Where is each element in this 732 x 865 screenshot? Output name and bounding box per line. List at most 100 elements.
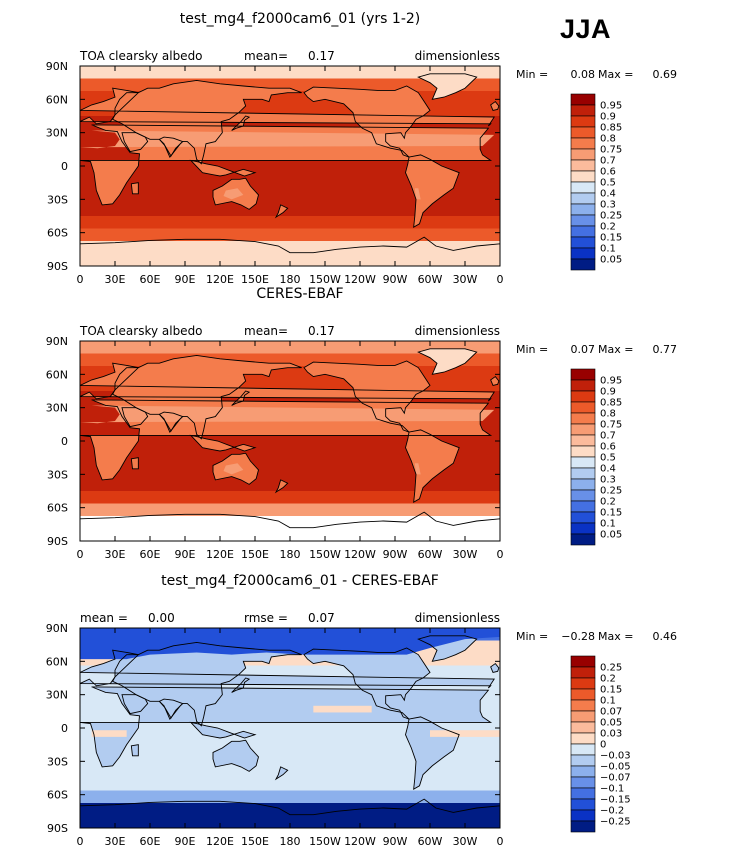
- colorbar-label: 0.15: [600, 233, 622, 244]
- y-tick-label: 60S: [47, 227, 68, 240]
- x-tick-label: 0: [497, 548, 504, 561]
- units-label: dimensionless: [415, 324, 500, 338]
- colorbar-swatch: [570, 258, 596, 271]
- lat-band: [80, 228, 500, 242]
- lat-band: [80, 516, 500, 529]
- lat-band: [80, 178, 500, 192]
- land-australia: [213, 740, 259, 772]
- colorbar-swatch: [570, 478, 596, 491]
- colorbar-swatch: [570, 710, 596, 723]
- land-northamerica: [304, 648, 430, 720]
- colorbar-swatch: [570, 787, 596, 800]
- coastline-antarctica: [80, 798, 500, 828]
- colorbar-label: 0.4: [600, 189, 616, 200]
- lat-band: [80, 441, 500, 454]
- lat-band: [80, 753, 500, 766]
- colorbar-label: 0.03: [600, 729, 622, 740]
- colorbar-swatch: [570, 203, 596, 216]
- desert-region: [124, 409, 145, 423]
- panel-title: CERES-EBAF: [256, 286, 343, 302]
- desert-region: [223, 463, 244, 475]
- y-tick-label: 60N: [46, 368, 68, 381]
- colorbar-label: 0.95: [600, 376, 622, 387]
- coastline-india: [158, 698, 184, 720]
- y-tick-label: 30S: [47, 193, 68, 206]
- y-tick-label: 30N: [46, 402, 68, 415]
- colorbar-label: 0.2: [600, 497, 616, 508]
- x-tick-label: 0: [77, 273, 84, 286]
- coastline-uk: [490, 100, 500, 111]
- left-label: mean =: [80, 611, 128, 625]
- coastline-nz: [274, 479, 289, 494]
- coastline-india: [158, 411, 184, 433]
- x-tick-label: 60W: [418, 835, 443, 848]
- colorbar-swatch: [570, 401, 596, 414]
- colorbar-label: 0.05: [600, 718, 622, 729]
- map: [80, 341, 500, 541]
- lat-band: [80, 503, 500, 517]
- colorbar-label: 0.1: [600, 519, 616, 530]
- map: [71, 628, 500, 828]
- coastline-uk-wrap: [71, 664, 79, 673]
- x-tick-label: 120E: [206, 548, 234, 561]
- colorbar-swatch: [570, 765, 596, 778]
- coastline-madagascar: [130, 744, 139, 757]
- colorbar-label: 0: [600, 740, 606, 751]
- colorbar-swatch: [570, 522, 596, 535]
- coastline-northamerica: [303, 85, 431, 158]
- colorbar-label: −0.1: [600, 784, 624, 795]
- lat-band: [80, 803, 500, 816]
- coastline-southamerica: [405, 716, 460, 790]
- colorbar-swatch: [570, 732, 596, 745]
- min-value: 0.08: [571, 68, 596, 81]
- x-tick-label: 60E: [140, 548, 161, 561]
- coastline-india: [158, 136, 184, 158]
- lat-band: [80, 241, 500, 254]
- colorbar-swatch: [570, 181, 596, 194]
- coastline-antarctica: [80, 511, 500, 541]
- land-greenland: [418, 73, 477, 100]
- max-value: 0.77: [653, 343, 678, 356]
- x-tick-label: 30E: [105, 835, 126, 848]
- anomaly-patch: [91, 730, 127, 737]
- desert-region: [414, 463, 421, 475]
- panel-title: test_mg4_f2000cam6_01 - CERES-EBAF: [161, 573, 439, 589]
- stat-label: mean=: [244, 49, 288, 63]
- colorbar-swatch: [570, 445, 596, 458]
- colorbar-swatch: [570, 754, 596, 767]
- min-label: Min =: [516, 630, 548, 643]
- coastline-asia: [112, 79, 302, 165]
- coastline-northamerica: [303, 360, 431, 433]
- colorbar-label: 0.85: [600, 123, 622, 134]
- colorbar-label: 0.05: [600, 530, 622, 541]
- colorbar-label: 0.9: [600, 112, 616, 123]
- panel-2: 0 30E 60E 90E 120E 150E 180 150W 120W 90W 60W 30W 09…: [46, 286, 678, 561]
- colorbar-label: 0.3: [600, 200, 616, 211]
- x-tick-label: 120E: [206, 835, 234, 848]
- colorbar-swatch: [570, 743, 596, 756]
- max-label: Max =: [598, 68, 633, 81]
- colorbar-label: 0.15: [600, 508, 622, 519]
- colorbar-swatch: [570, 809, 596, 822]
- land-madagascar: [131, 457, 139, 469]
- y-tick-label: 90N: [46, 60, 68, 73]
- x-tick-label: 90E: [175, 835, 196, 848]
- coastline-indonesia: [189, 434, 257, 452]
- land-northamerica: [304, 86, 430, 158]
- land-india: [159, 699, 183, 720]
- land-madagascar: [131, 744, 139, 756]
- colorbar-swatch: [570, 236, 596, 249]
- x-tick-label: 90E: [175, 548, 196, 561]
- lat-band: [80, 778, 500, 791]
- x-tick-label: 0: [77, 548, 84, 561]
- coastline-nz: [274, 766, 289, 781]
- coastline-australia: [212, 739, 259, 772]
- desert-region: [124, 134, 145, 148]
- colorbar-label: 0.95: [600, 101, 622, 112]
- colorbar-label: 0.5: [600, 453, 616, 464]
- land-greenland: [418, 348, 477, 375]
- anomaly-patch: [313, 705, 372, 713]
- colorbar-label: 0.6: [600, 442, 616, 453]
- min-label: Min =: [516, 343, 548, 356]
- colorbar-swatch: [570, 93, 596, 106]
